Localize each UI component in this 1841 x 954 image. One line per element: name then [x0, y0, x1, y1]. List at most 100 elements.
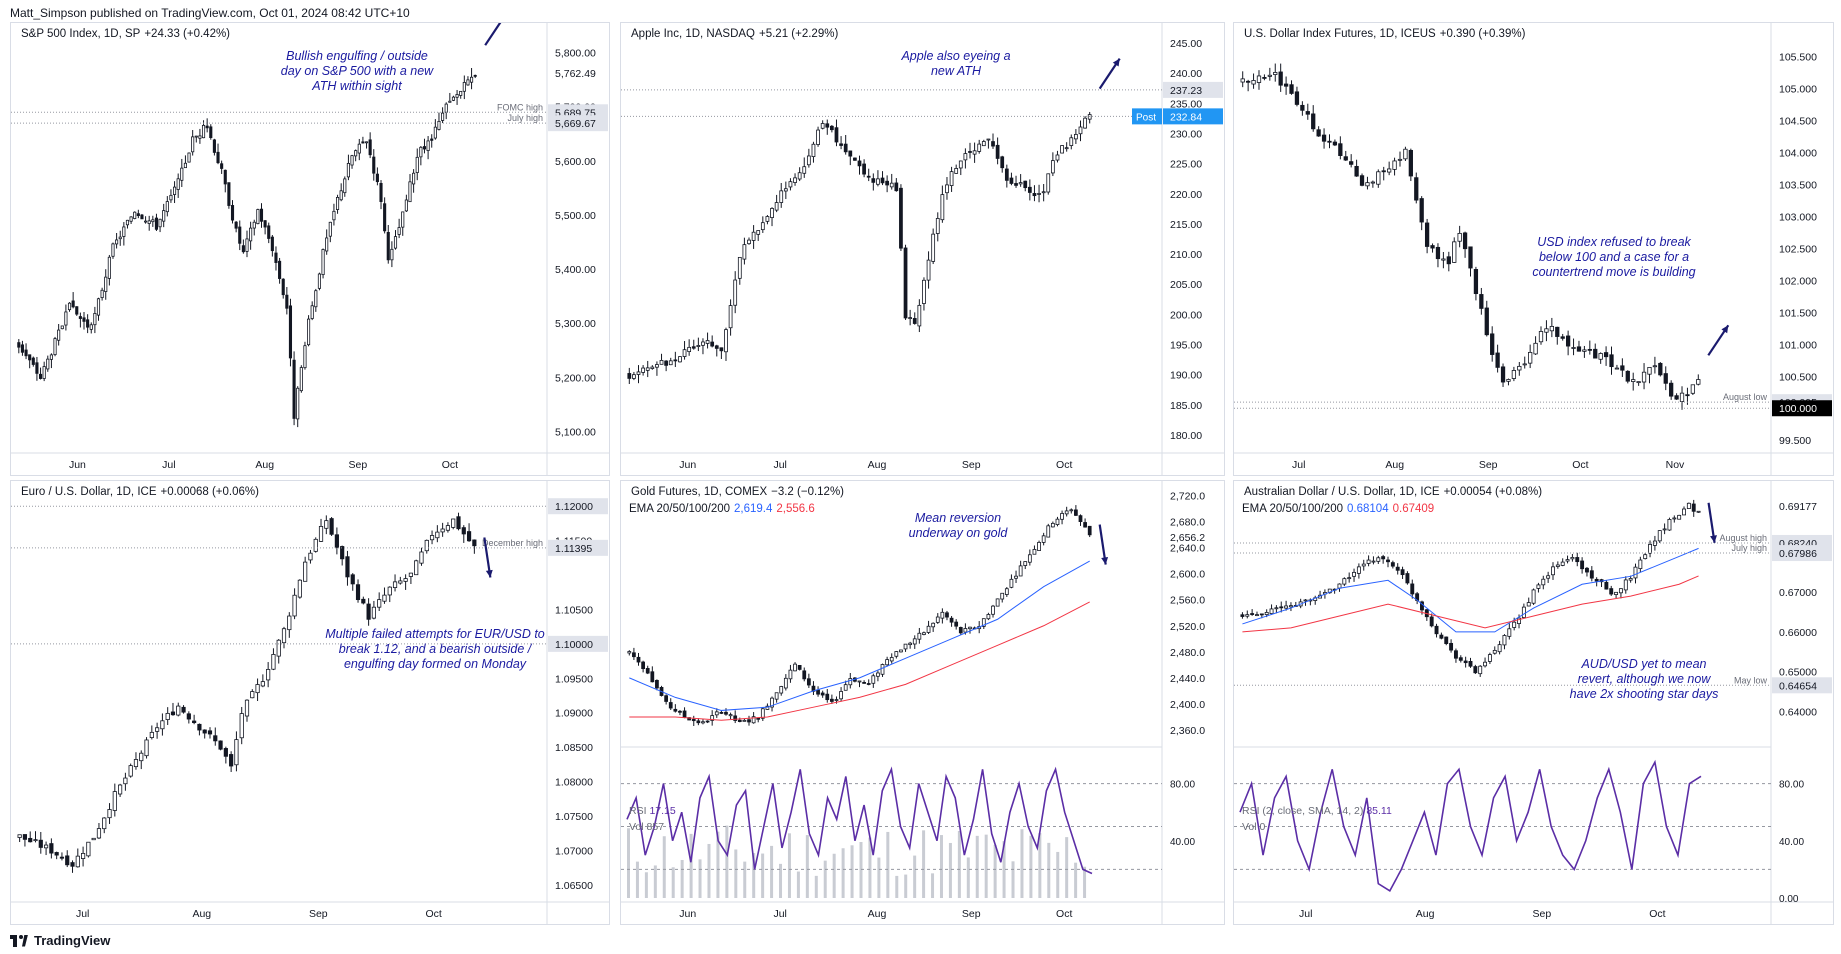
tradingview-logo[interactable]: TradingView	[10, 933, 110, 948]
candle	[459, 90, 463, 96]
candle	[1603, 352, 1609, 358]
candle	[107, 809, 112, 819]
trend-arrow-head	[1112, 58, 1120, 67]
volume-bar	[1020, 829, 1024, 898]
candle	[473, 74, 477, 77]
candle	[1576, 346, 1582, 352]
chart-panel-eurusd[interactable]: 1.115001.105001.095001.090001.085001.080…	[10, 480, 610, 925]
candle	[912, 638, 917, 645]
candle	[1321, 134, 1327, 142]
candle	[1390, 562, 1395, 567]
candle	[931, 233, 936, 262]
volume-bar	[644, 872, 648, 898]
candle	[86, 841, 91, 857]
candle	[1060, 513, 1064, 520]
x-tick-label: Oct	[442, 459, 458, 471]
candle	[43, 844, 49, 849]
candle	[299, 367, 303, 392]
candle	[340, 546, 345, 560]
volume-bar	[939, 835, 943, 898]
volume-bar	[850, 845, 854, 898]
candle	[1018, 565, 1023, 577]
candle	[472, 539, 477, 547]
candle	[1046, 525, 1051, 538]
candle	[728, 714, 733, 717]
candle	[1686, 502, 1691, 509]
candle	[1598, 353, 1603, 360]
x-tick-label: Jul	[162, 459, 175, 471]
candle	[1381, 170, 1386, 173]
price-label: 5,669.67	[555, 118, 596, 130]
candle	[917, 632, 922, 640]
price-label-box	[1163, 81, 1223, 98]
candle	[1479, 294, 1484, 309]
chart-canvas[interactable]: 5,800.005,700.005,600.005,500.005,400.00…	[11, 23, 609, 475]
chart-canvas[interactable]: 2,720.0 2,680.0 2,640.0 2,600.0 2,560.0 2,520…	[621, 481, 1224, 924]
chart-panel-aapl[interactable]: 245.00 240.00 235.00 230.00 225.00 220.00 215.…	[620, 22, 1225, 476]
candle	[335, 197, 340, 210]
candle	[104, 276, 108, 292]
chart-panel-spx[interactable]: 5,800.005,700.005,600.005,500.005,400.00…	[10, 22, 610, 476]
candle	[894, 651, 899, 657]
chart-panel-audusd[interactable]: 0.69177 0.67000 0.66000 0.65000 0.64000 Jul Au…	[1233, 480, 1834, 925]
candle	[133, 211, 137, 219]
candle	[1356, 566, 1361, 574]
candle	[1405, 573, 1410, 584]
candle	[751, 231, 756, 241]
y-tick-label: 102.500	[1779, 243, 1817, 255]
candle	[144, 739, 149, 757]
candle	[466, 79, 470, 86]
candle	[281, 628, 287, 644]
candle	[1657, 530, 1662, 542]
chart-canvas[interactable]: 245.00 240.00 235.00 230.00 225.00 220.00 215.…	[621, 23, 1224, 475]
candle	[1531, 589, 1536, 604]
chart-canvas[interactable]: 0.69177 0.67000 0.66000 0.65000 0.64000 Jul Au…	[1234, 481, 1833, 924]
candle	[1267, 74, 1272, 77]
candle	[1492, 649, 1497, 654]
candle	[17, 834, 22, 838]
candle	[908, 317, 913, 319]
candle	[78, 316, 82, 319]
candle	[229, 754, 234, 767]
volume-bar	[886, 831, 890, 898]
chart-panel-gold[interactable]: 2,720.0 2,680.0 2,640.0 2,600.0 2,560.0 2,520…	[620, 480, 1225, 925]
chart-annotation: Mean reversion underway on gold	[908, 511, 1008, 540]
candle	[926, 259, 931, 281]
chart-panel-dxy[interactable]: 105.500 105.000 104.500 104.000 103.500 103.0…	[1233, 22, 1834, 476]
candle	[1284, 605, 1289, 609]
chart-canvas[interactable]: 1.115001.105001.095001.090001.085001.080…	[11, 481, 609, 924]
candle	[213, 735, 218, 742]
candle	[91, 837, 96, 841]
chart-canvas[interactable]: 105.500 105.000 104.500 104.000 103.500 103.0…	[1234, 23, 1833, 475]
candle	[192, 720, 197, 724]
candle	[1004, 588, 1009, 595]
x-tick-label: Nov	[1666, 459, 1685, 471]
candle	[678, 710, 682, 713]
price-label: 0.67986	[1779, 548, 1817, 560]
candle	[1551, 566, 1555, 576]
candle	[714, 711, 719, 716]
y-tick-label: 1.06500	[555, 880, 593, 892]
candle	[1037, 193, 1041, 195]
y-tick-label: 102.000	[1779, 275, 1817, 287]
x-tick-label: Jun	[679, 908, 696, 920]
candle	[816, 689, 820, 695]
candle	[1526, 602, 1531, 607]
candle	[111, 243, 115, 257]
candle	[1682, 508, 1686, 516]
candle	[774, 202, 779, 211]
candle	[664, 695, 669, 702]
candle	[1662, 528, 1667, 531]
volume-bar	[993, 844, 997, 898]
candle	[1587, 348, 1592, 351]
y-tick-label: 2,480.0	[1170, 647, 1205, 659]
price-label-box	[1163, 108, 1223, 125]
candle	[958, 160, 963, 169]
candle	[1604, 581, 1609, 590]
candle	[1625, 370, 1630, 382]
candle	[1305, 111, 1310, 115]
trend-arrow-head	[1721, 325, 1729, 334]
price-label-bg	[1163, 530, 1223, 545]
candle	[885, 659, 889, 666]
candle	[719, 347, 724, 352]
